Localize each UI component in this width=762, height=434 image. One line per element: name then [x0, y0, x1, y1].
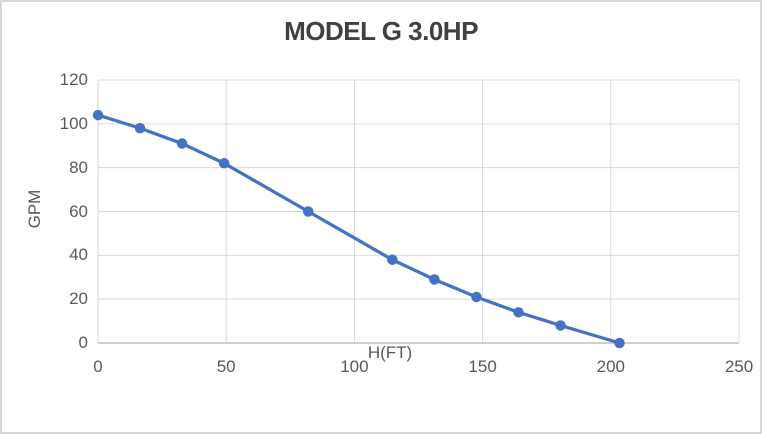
data-point-marker	[134, 122, 146, 134]
y-tick-label: 0	[78, 333, 88, 352]
x-axis-title: H(FT)	[367, 343, 413, 362]
data-point-marker	[614, 337, 625, 349]
data-point-marker	[387, 254, 398, 265]
series-line	[96, 113, 622, 345]
y-tick-label: 120	[59, 70, 88, 89]
y-tick-label: 80	[69, 157, 88, 177]
y-tick-label: 40	[69, 245, 88, 265]
data-point-marker	[429, 274, 440, 285]
x-tick-label: 50	[216, 357, 236, 376]
x-tick-label: 200	[596, 357, 625, 376]
x-tick-label: 0	[93, 357, 103, 376]
chart-title: MODEL G 3.0HP	[284, 16, 478, 46]
data-point-marker	[555, 320, 566, 331]
data-point-marker	[176, 138, 188, 149]
data-point-marker	[513, 307, 524, 318]
y-tick-label: 60	[69, 201, 88, 221]
x-tick-label: 250	[724, 357, 754, 376]
y-tick-label: 100	[59, 113, 88, 133]
data-point-marker	[471, 291, 482, 303]
x-tick-label: 150	[468, 357, 497, 376]
y-axis-title: GPM	[25, 189, 44, 229]
y-tick-label: 20	[69, 289, 88, 309]
x-tick-label: 100	[340, 357, 369, 376]
data-point-marker	[92, 109, 104, 121]
data-point-marker	[218, 158, 230, 169]
data-point-marker	[302, 206, 314, 217]
